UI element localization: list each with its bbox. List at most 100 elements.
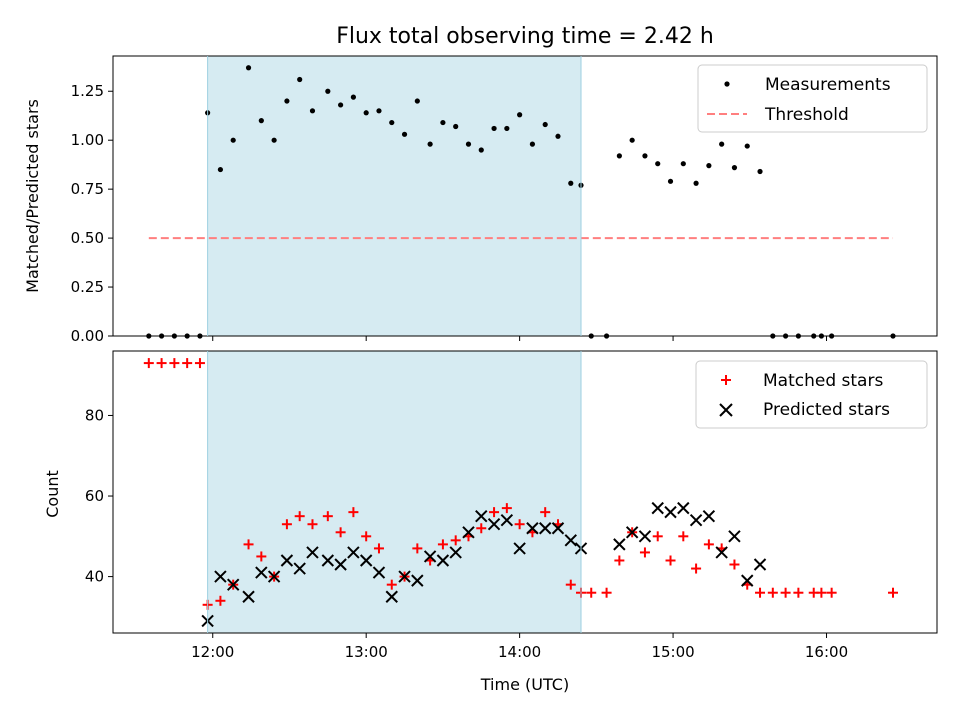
matched-star-point — [476, 523, 487, 534]
bottom-y-axis-label: Count — [43, 470, 62, 518]
matched-star-point — [703, 539, 714, 550]
predicted-star-point — [741, 574, 754, 587]
matched-star-point — [767, 587, 778, 598]
matched-star-point — [156, 358, 167, 369]
matched-star-point — [489, 507, 500, 518]
matched-star-point — [514, 519, 525, 530]
x-tick-label: 13:00 — [345, 643, 388, 661]
predicted-star-point — [500, 513, 514, 527]
predicted-star-point — [306, 546, 319, 559]
matched-star-point — [755, 587, 766, 598]
matched-star-point — [361, 531, 372, 542]
predicted-star-point — [689, 513, 703, 527]
legend-label-matched: Matched stars — [763, 371, 883, 391]
measurement-point — [376, 108, 382, 114]
measurement-point — [271, 137, 277, 143]
predicted-star-point — [613, 538, 626, 551]
measurement-point — [440, 119, 446, 126]
x-tick-label: 14:00 — [498, 643, 541, 661]
matched-star-point — [565, 579, 576, 590]
y-tick-label: 0.25 — [71, 278, 104, 296]
measurement-point — [465, 141, 472, 147]
legend-label-threshold: Threshold — [764, 105, 849, 125]
matched-star-point — [614, 555, 625, 566]
matched-star-point — [729, 559, 740, 570]
matched-star-point — [307, 519, 318, 530]
y-tick-label: 40 — [85, 568, 104, 586]
x-tick-label: 12:00 — [191, 643, 234, 661]
measurement-point — [517, 112, 523, 118]
predicted-star-point — [423, 550, 437, 563]
predicted-star-point — [398, 570, 411, 583]
matched-star-point — [793, 587, 804, 598]
measurement-point — [217, 166, 224, 173]
legend-marker-measurements — [724, 81, 730, 87]
matched-star-point — [322, 511, 333, 522]
top-y-ticks: 0.00 0.25 0.50 0.75 1.00 1.25 — [71, 82, 113, 345]
measurement-point — [706, 163, 712, 169]
measurement-point — [504, 125, 510, 132]
legend-marker-matched — [721, 375, 731, 385]
matched-star-point — [601, 587, 612, 598]
measurement-point — [427, 141, 433, 147]
measurement-point — [693, 180, 699, 186]
measurement-point — [642, 153, 648, 159]
measurement-point — [568, 180, 574, 186]
top-axes-frame — [112, 55, 938, 337]
predicted-star-point — [334, 558, 347, 571]
measurement-point — [401, 131, 408, 137]
x-tick-label: 16:00 — [805, 643, 848, 661]
bottom-x-ticks: 12:00 13:00 14:00 15:00 16:00 — [191, 633, 848, 661]
matched-star-point — [335, 527, 346, 538]
predicted-star-point — [526, 522, 539, 535]
predicted-star-point — [321, 554, 335, 567]
measurement-point — [245, 65, 252, 71]
measurement-point — [338, 102, 344, 108]
predicted-star-point — [638, 530, 652, 543]
bottom-y-ticks: 40 60 80 — [85, 406, 113, 586]
top-x-ticks — [212, 336, 828, 341]
matched-star-point — [256, 551, 267, 562]
predicted-star-point — [625, 526, 639, 539]
matched-star-point — [888, 587, 899, 598]
predicted-star-point — [513, 542, 526, 555]
predicted-star-point — [385, 590, 398, 603]
matched-star-point — [639, 547, 650, 558]
bottom-panel: 40 60 80 12:00 13:00 14:00 15:00 16:00 Count T… — [43, 350, 938, 694]
measurement-point — [284, 98, 290, 104]
predicted-star-point — [728, 530, 741, 543]
measurement-point — [731, 165, 738, 171]
matched-star-point — [412, 543, 423, 554]
x-tick-label: 15:00 — [651, 643, 694, 661]
matched-star-point — [169, 358, 180, 369]
y-tick-label: 1.00 — [71, 131, 104, 149]
matched-star-point — [194, 358, 205, 369]
y-tick-label: 0.75 — [71, 180, 104, 198]
top-legend: Measurements Threshold — [697, 64, 928, 133]
measurement-point — [478, 147, 484, 153]
measurement-point — [491, 125, 497, 132]
matched-star-point — [816, 587, 827, 598]
y-tick-label: 0.50 — [71, 229, 104, 247]
matched-star-point — [243, 539, 254, 550]
top-panel: 0.00 0.25 0.50 0.75 1.00 1.25 Matched/Predict… — [23, 55, 938, 345]
predicted-star-point — [475, 509, 488, 523]
predicted-star-point — [359, 554, 373, 567]
matched-star-point — [182, 358, 193, 369]
legend-marker-predicted — [719, 403, 733, 417]
matched-star-point — [678, 531, 689, 542]
top-observing-interval — [207, 56, 582, 336]
matched-star-point — [386, 579, 397, 590]
chart-title: Flux total observing time = 2.42 h — [336, 24, 714, 49]
y-tick-label: 0.00 — [71, 327, 104, 345]
matched-star-point — [652, 531, 663, 542]
predicted-star-point — [664, 505, 677, 519]
bottom-legend: Matched stars Predicted stars — [695, 360, 928, 429]
predicted-star-point — [293, 562, 306, 575]
measurement-point — [555, 133, 561, 139]
predicted-star-point — [347, 546, 360, 559]
matched-star-point — [348, 507, 359, 518]
measurement-point — [680, 161, 686, 167]
predicted-star-point — [214, 570, 227, 583]
